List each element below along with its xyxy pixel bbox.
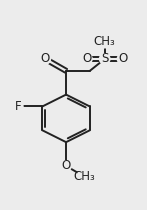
Circle shape xyxy=(97,34,112,49)
Circle shape xyxy=(117,53,128,65)
Text: O: O xyxy=(61,159,71,172)
Text: S: S xyxy=(101,52,108,66)
Circle shape xyxy=(76,169,91,184)
Circle shape xyxy=(60,160,72,172)
Circle shape xyxy=(99,53,111,65)
Text: CH₃: CH₃ xyxy=(73,170,95,183)
Text: O: O xyxy=(118,52,127,66)
Circle shape xyxy=(13,101,24,112)
Circle shape xyxy=(81,53,93,65)
Text: O: O xyxy=(82,52,91,66)
Circle shape xyxy=(39,53,51,65)
Text: CH₃: CH₃ xyxy=(94,35,116,48)
Text: O: O xyxy=(41,52,50,66)
Text: F: F xyxy=(15,100,22,113)
